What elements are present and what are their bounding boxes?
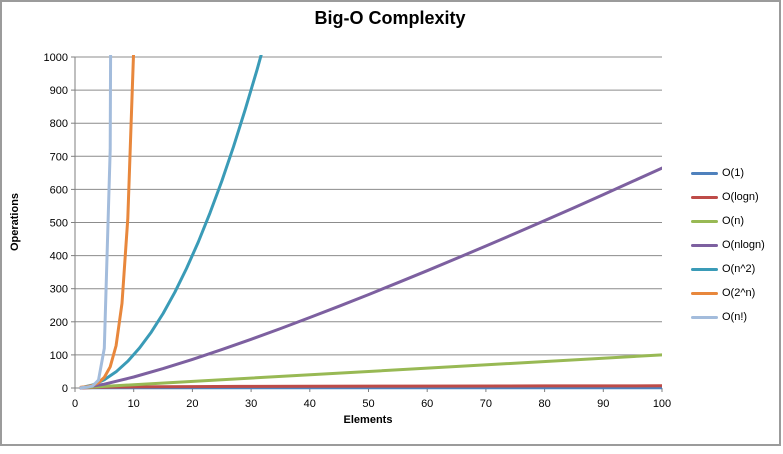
series-line-4 [79, 55, 263, 390]
legend-label: O(n^2) [722, 263, 756, 275]
legend-label: O(logn) [722, 191, 759, 203]
legend-label: O(2^n) [722, 287, 756, 299]
x-tick-label: 30 [245, 398, 257, 410]
legend-swatch-icon [691, 291, 718, 295]
x-tick-label: 90 [597, 398, 609, 410]
y-tick-label: 800 [50, 118, 68, 130]
legend-label: O(n) [722, 215, 744, 227]
legend: O(1) O(logn) O(n) O(nlogn) O(n^2) O(2^n) O(n!) [691, 161, 765, 329]
legend-item-1: O(logn) [691, 185, 765, 209]
legend-swatch-icon [691, 315, 718, 319]
legend-swatch-icon [691, 219, 718, 223]
legend-label: O(1) [722, 167, 744, 179]
legend-item-3: O(nlogn) [691, 233, 765, 257]
legend-swatch-icon [691, 195, 718, 199]
legend-item-6: O(n!) [691, 305, 765, 329]
y-tick-label: 0 [62, 383, 68, 395]
y-tick-label: 1000 [44, 52, 68, 64]
legend-item-2: O(n) [691, 209, 765, 233]
x-tick-label: 20 [186, 398, 198, 410]
series-line-2 [79, 353, 662, 390]
legend-swatch-icon [691, 171, 718, 175]
x-tick-label: 70 [480, 398, 492, 410]
x-tick-label: 80 [538, 398, 550, 410]
y-tick-label: 400 [50, 251, 68, 263]
legend-swatch-icon [691, 243, 718, 247]
legend-item-5: O(2^n) [691, 281, 765, 305]
x-tick-label: 50 [362, 398, 374, 410]
x-tick-label: 100 [653, 398, 671, 410]
y-tick-label: 200 [50, 317, 68, 329]
x-tick-label: 10 [128, 398, 140, 410]
legend-swatch-icon [691, 267, 718, 271]
y-tick-label: 700 [50, 151, 68, 163]
x-axis-title: Elements [343, 414, 393, 426]
y-tick-label: 500 [50, 218, 68, 230]
legend-label: O(nlogn) [722, 239, 765, 251]
y-tick-label: 300 [50, 284, 68, 296]
series-line-6 [79, 55, 113, 390]
y-tick-label: 600 [50, 184, 68, 196]
y-tick-label: 900 [50, 85, 68, 97]
y-tick-label: 100 [50, 350, 68, 362]
x-tick-label: 40 [304, 398, 316, 410]
x-tick-label: 0 [72, 398, 78, 410]
legend-label: O(n!) [722, 311, 748, 323]
series-line-3 [79, 166, 662, 390]
chart-title: Big-O Complexity [314, 8, 466, 28]
legend-item-0: O(1) [691, 161, 765, 185]
legend-item-4: O(n^2) [691, 257, 765, 281]
x-tick-label: 60 [421, 398, 433, 410]
